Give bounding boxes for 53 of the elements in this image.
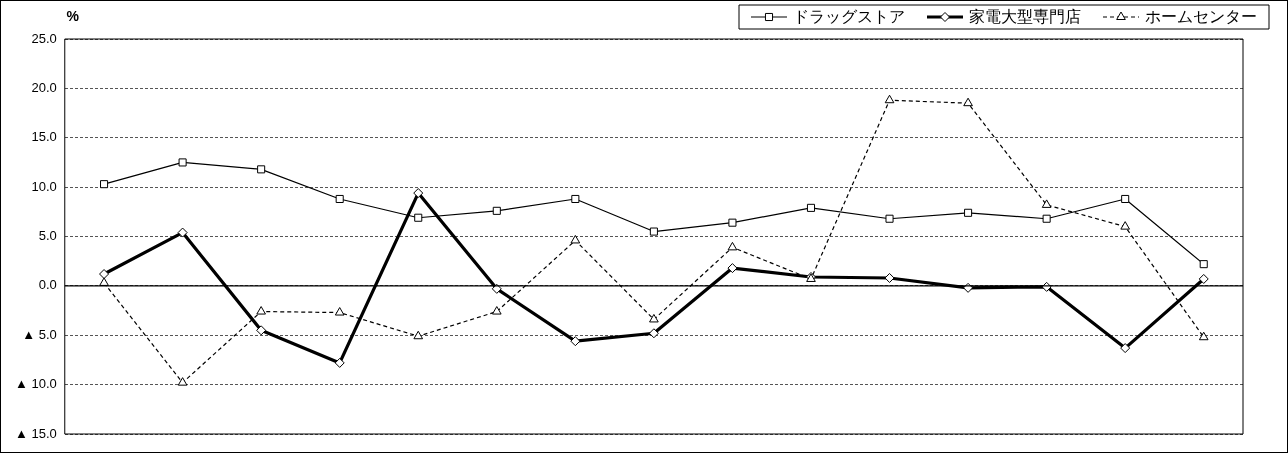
point — [414, 213, 423, 222]
y-tick-label: 0.0 — [38, 277, 57, 293]
legend-label: 家電大型専門店 — [969, 8, 1081, 26]
point — [100, 180, 109, 189]
point — [570, 234, 581, 244]
point — [99, 269, 110, 280]
point — [1042, 214, 1051, 223]
point — [728, 218, 737, 227]
point — [963, 97, 973, 107]
y-tick-label: ▲ 15.0 — [15, 425, 57, 441]
point — [727, 241, 738, 251]
legend-label: ドラッグストア — [793, 8, 905, 26]
point — [256, 306, 266, 315]
y-axis-title: % — [66, 8, 80, 24]
point — [885, 214, 894, 223]
point — [1198, 331, 1209, 341]
y-tick-label: 5.0 — [38, 228, 57, 244]
point — [806, 203, 816, 212]
legend-label: ホームセンター — [1145, 8, 1257, 26]
point — [571, 194, 580, 204]
y-tick-label: ▲ 10.0 — [15, 376, 57, 392]
y-tick-label: 15.0 — [31, 129, 57, 145]
point — [1041, 199, 1052, 208]
point — [1199, 260, 1208, 269]
point — [492, 206, 501, 215]
point — [334, 357, 345, 368]
point — [99, 277, 109, 286]
point — [177, 227, 188, 238]
point — [1121, 194, 1130, 204]
point — [177, 377, 188, 386]
point — [648, 328, 659, 339]
y-tick-label: 25.0 — [31, 30, 57, 46]
point — [727, 263, 738, 274]
point — [649, 313, 659, 323]
point — [334, 307, 345, 316]
point — [570, 336, 581, 347]
point — [178, 158, 187, 167]
point — [1198, 273, 1209, 284]
point — [1120, 221, 1131, 230]
y-tick-label: 20.0 — [31, 79, 57, 95]
point — [335, 194, 344, 204]
point — [491, 306, 502, 315]
point — [256, 325, 267, 336]
y-tick-label: ▲ 5.0 — [22, 326, 57, 342]
point — [649, 227, 658, 236]
y-tick-label: 10.0 — [31, 178, 57, 194]
point — [884, 272, 895, 283]
point — [413, 330, 424, 340]
point — [884, 94, 895, 104]
point — [257, 165, 266, 174]
point — [1120, 343, 1131, 354]
point — [964, 208, 973, 217]
point — [413, 188, 424, 199]
